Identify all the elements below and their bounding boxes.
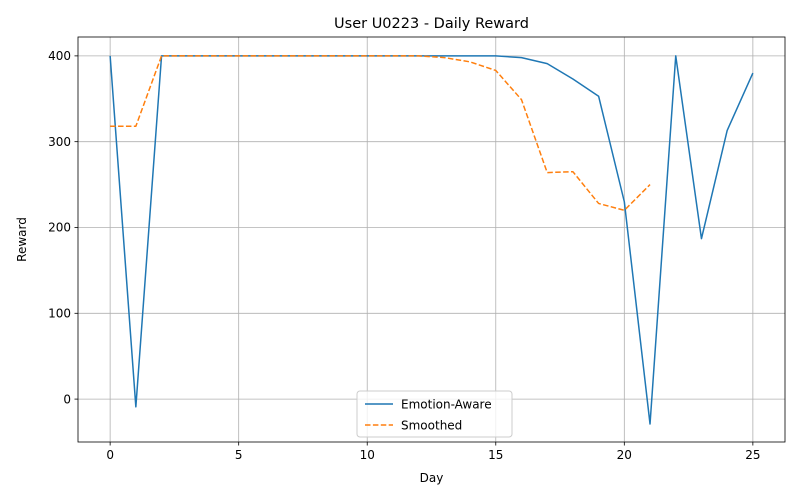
series-line-emotion-aware [109, 55, 754, 425]
x-tick-label: 15 [488, 448, 503, 462]
legend-box [356, 390, 513, 438]
x-tick-label: 10 [360, 448, 375, 462]
y-axis-label: Reward [15, 217, 29, 262]
y-tick-label: 100 [48, 306, 71, 320]
chart-title: User U0223 - Daily Reward [334, 16, 529, 32]
grid-lines [78, 37, 785, 442]
x-axis-label: Day [420, 471, 444, 485]
x-tick-label: 5 [235, 448, 243, 462]
y-tick-label: 300 [48, 135, 71, 149]
y-tick-label: 0 [63, 392, 71, 406]
x-tick-label: 0 [106, 448, 114, 462]
legend-label: Smoothed [401, 418, 462, 432]
x-tick-label: 25 [745, 448, 760, 462]
axis-ticks: 0 5 10 15 20 25 0 100 200 300 400 [48, 49, 760, 462]
series-line-smoothed [110, 55, 651, 212]
y-tick-label: 400 [48, 49, 71, 63]
y-tick-label: 200 [48, 221, 71, 235]
x-tick-label: 20 [617, 448, 632, 462]
legend: Emotion-Aware Smoothed [356, 390, 513, 438]
plot-frame [77, 36, 786, 443]
legend-label: Emotion-Aware [401, 397, 492, 411]
series-lines [109, 55, 754, 425]
